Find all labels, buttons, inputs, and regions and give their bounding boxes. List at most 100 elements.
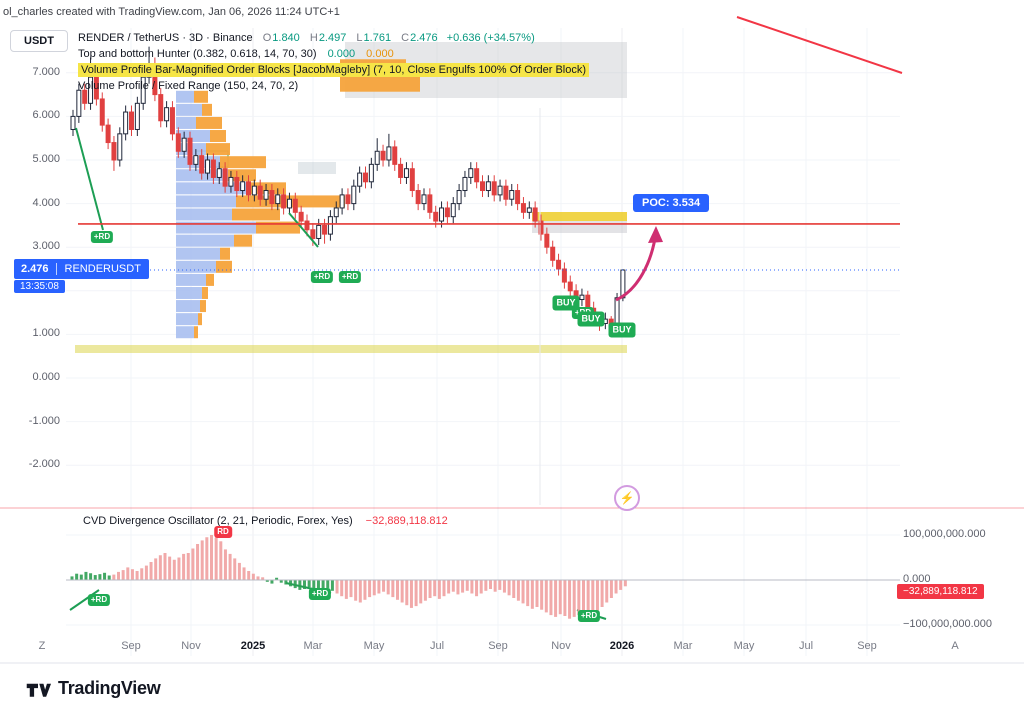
- oscillator-bar: [191, 548, 195, 580]
- time-axis-tick: Sep: [121, 640, 141, 652]
- candle-body: [386, 146, 392, 161]
- oscillator-bar: [568, 580, 572, 619]
- oscillator-bar: [89, 573, 93, 580]
- bar-countdown-label: 13:35:08: [14, 280, 65, 293]
- candle-body: [199, 155, 205, 174]
- divergence-line[interactable]: [288, 212, 319, 248]
- candle-body: [339, 194, 345, 209]
- oscillator-bar: [121, 570, 125, 580]
- volume-profile-bar-blue: [176, 273, 206, 286]
- candle-body: [351, 185, 357, 205]
- candle-body: [234, 176, 240, 192]
- candle-body: [497, 185, 503, 196]
- oscillator-bar: [433, 580, 437, 597]
- oscillator-bar: [437, 580, 441, 599]
- chart-attribution-note: ol_charles created with TradingView.com,…: [3, 6, 340, 18]
- candle-body: [579, 294, 585, 301]
- candle-body: [462, 176, 468, 192]
- candle-body: [298, 211, 304, 222]
- low-value: 1.761: [363, 32, 392, 44]
- candle-body: [140, 76, 146, 104]
- oscillator-bar: [279, 580, 283, 583]
- oscillator-bar: [475, 580, 479, 597]
- volume-profile-bar-orange: [200, 300, 206, 313]
- buy-badge: BUY: [577, 311, 605, 327]
- time-axis-tick: Jul: [798, 640, 814, 652]
- high-label: H: [309, 32, 318, 44]
- oscillator-bar: [456, 580, 460, 595]
- candle-body: [169, 107, 175, 135]
- oscillator-bar: [251, 573, 255, 580]
- time-axis-tick: Sep: [488, 640, 508, 652]
- candle-body: [327, 216, 333, 235]
- oscillator-bar: [582, 580, 585, 618]
- poc-price-label: POC: 3.534: [633, 194, 710, 212]
- candle-body: [70, 115, 76, 130]
- oscillator-bar: [177, 557, 181, 580]
- time-axis-tick: Jul: [429, 640, 445, 652]
- oscillator-bar: [298, 580, 302, 590]
- current-price-value: 2.476: [21, 263, 49, 275]
- volume-profile-bar-blue: [176, 130, 210, 143]
- oscillator-bar: [182, 553, 186, 580]
- volume-profile-bar-orange: [196, 116, 222, 129]
- open-label: O: [262, 32, 272, 44]
- bolt-icon: ⚡: [619, 491, 635, 505]
- alert-bolt-icon[interactable]: ⚡: [614, 485, 640, 511]
- oscillator-bar: [586, 580, 590, 616]
- price-axis-tick: 4.000: [32, 196, 60, 209]
- oscillator-bar: [233, 558, 237, 580]
- candle-body: [468, 168, 474, 178]
- time-axis-tick: Nov: [181, 640, 201, 652]
- candle-body: [111, 142, 117, 161]
- candle-body: [474, 168, 480, 183]
- tradingview-logo-icon[interactable]: [25, 679, 51, 699]
- candle-body: [129, 111, 134, 130]
- candle-body: [210, 159, 216, 178]
- oscillator-bar: [98, 574, 102, 580]
- oscillator-bar: [600, 580, 604, 607]
- price-axis-tick: 0.000: [32, 371, 60, 383]
- volume-profile-bar-orange: [220, 156, 266, 169]
- oscillator-bar: [609, 580, 613, 598]
- oscillator-bar: [563, 580, 567, 616]
- oscillator-bar: [307, 580, 311, 588]
- candle-body: [216, 168, 222, 178]
- support-band: [75, 345, 627, 353]
- time-axis-tick: Sep: [857, 640, 877, 652]
- tradingview-brand-text[interactable]: TradingView: [58, 678, 161, 698]
- oscillator-bar: [130, 569, 134, 580]
- currency-toggle-button[interactable]: USDT: [10, 30, 68, 52]
- oscillator-value: −32,889,118.812: [365, 515, 448, 527]
- legend-main-series[interactable]: RENDER / TetherUS · 3D · Binance O1.840 …: [78, 31, 535, 45]
- candle-body: [228, 176, 234, 187]
- candle-body: [427, 194, 433, 213]
- oscillator-axis-tick: −100,000,000.000: [903, 618, 993, 630]
- oscillator-bar: [540, 580, 544, 610]
- oscillator-legend[interactable]: CVD Divergence Oscillator (2, 21, Period…: [83, 515, 448, 527]
- high-value: 2.497: [318, 32, 347, 44]
- volume-profile-bar-blue: [176, 313, 198, 326]
- candle-body: [556, 259, 562, 270]
- drawn-trendline[interactable]: [736, 16, 903, 74]
- candle-body: [509, 190, 515, 200]
- oscillator-bar: [526, 580, 530, 607]
- legend-indicator-vp-fixed-range[interactable]: Volume Profile / Fixed Range (150, 24, 7…: [78, 79, 298, 93]
- oscillator-bar: [591, 580, 595, 614]
- volume-profile-bar-orange: [206, 273, 214, 286]
- legend-indicator-hunter[interactable]: Top and bottom Hunter (0.382, 0.618, 14,…: [78, 47, 394, 61]
- divergence-line[interactable]: [69, 589, 100, 611]
- oscillator-bar: [303, 580, 306, 589]
- candle-body: [123, 111, 129, 135]
- oscillator-bar: [284, 580, 288, 585]
- candle-body: [503, 185, 509, 200]
- volume-profile-bar-orange: [248, 182, 286, 195]
- oscillator-bar: [349, 580, 353, 598]
- legend-indicator-vp-order-blocks[interactable]: Volume Profile Bar-Magnified Order Block…: [78, 63, 590, 77]
- oscillator-bar: [256, 576, 260, 580]
- oscillator-bar: [326, 580, 330, 589]
- oscillator-bar: [149, 562, 153, 580]
- divergence-line[interactable]: [75, 127, 104, 231]
